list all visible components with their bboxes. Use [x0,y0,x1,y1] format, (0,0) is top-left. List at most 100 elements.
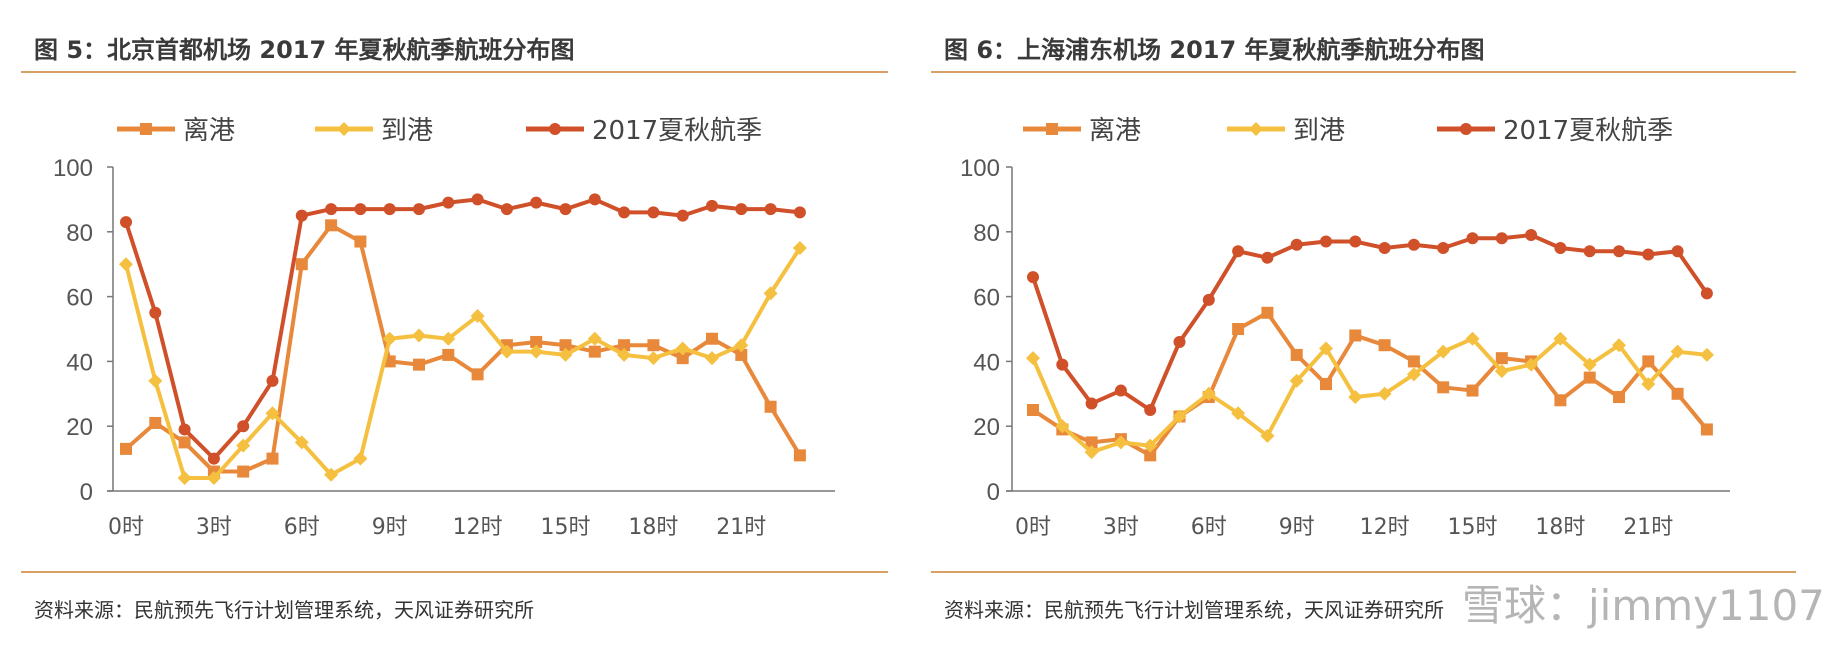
x-tick-label: 0时 [1015,515,1051,540]
data-point [1144,404,1157,416]
data-point [237,420,250,433]
data-point [1613,391,1625,404]
data-point [1172,409,1187,424]
legend-label: 到港 [1293,116,1345,146]
data-point [763,286,778,301]
data-point [1553,331,1568,346]
legend-item-depart: 离港 [1023,116,1141,146]
chart-title-shanghai: 图 6：上海浦东机场 2017 年夏秋航季航班分布图 [944,36,1485,64]
y-tick-label: 80 [973,220,1000,247]
x-tick-label: 18时 [1535,515,1585,540]
data-point [470,309,485,324]
data-point [1437,381,1450,394]
data-point [149,306,162,319]
data-point [442,196,455,209]
series-arrive [119,241,807,486]
data-point [1289,373,1304,388]
data-point [1055,419,1070,434]
y-tick-label: 0 [987,479,1000,506]
data-point [1027,271,1039,284]
data-point [1260,428,1275,443]
legend-label: 离港 [183,116,235,146]
data-point [529,344,544,359]
data-point [148,373,163,388]
data-point [177,471,192,486]
data-point [1320,378,1332,391]
legend-item-arrive: 到港 [1227,116,1345,146]
data-point [734,338,749,353]
y-tick-label: 100 [960,155,1000,182]
data-point [676,209,689,222]
data-point [1465,331,1480,346]
data-point [119,257,133,272]
title-divider-left [21,71,888,73]
legend-label: 2017夏秋航季 [592,116,762,146]
x-tick-label: 9时 [372,515,408,540]
series-season [120,193,806,465]
data-point [706,332,718,345]
data-point [559,339,572,352]
data-point [1085,397,1098,410]
data-point [1699,347,1714,362]
data-point [1671,387,1684,400]
data-point [1495,352,1508,365]
legend-item-depart: 离港 [117,116,235,146]
legend-label: 2017夏秋航季 [1503,116,1673,146]
data-point [793,449,806,462]
data-point [207,452,220,465]
legend-marker [337,122,351,136]
data-point [266,452,279,465]
data-point [120,442,132,455]
x-tick-label: 3时 [196,515,232,540]
data-point [618,339,631,352]
data-point [1554,394,1567,407]
series-line [1031,336,1708,455]
series-depart [1027,306,1713,462]
data-point [413,358,425,371]
x-tick-label: 3时 [1103,515,1139,540]
data-point [1670,344,1685,359]
data-point [1348,390,1363,405]
series-line [1031,310,1709,458]
legend-label: 离港 [1089,116,1141,146]
data-point [325,219,338,232]
data-point [1143,438,1158,453]
series-line [1031,233,1709,412]
legend-marker [1046,123,1058,135]
data-point [178,436,191,449]
legend-marker [140,123,152,135]
data-point [1349,235,1362,248]
data-point [1349,329,1362,342]
data-point [1641,377,1656,392]
data-point [1466,232,1479,245]
y-tick-label: 80 [66,220,93,247]
data-point [353,451,368,466]
data-point [764,400,777,413]
data-point [676,352,689,365]
data-point [1232,245,1245,258]
data-point [499,344,514,359]
series-arrive [1026,331,1714,460]
y-tick-label: 100 [53,155,93,182]
data-point [382,331,397,346]
title-divider-right [931,71,1796,73]
data-point [1232,323,1245,335]
data-point [295,258,308,271]
data-point [1201,386,1216,401]
data-point [735,348,748,361]
data-point [266,374,279,387]
data-point [558,347,573,362]
y-tick-label: 40 [973,349,1000,376]
data-point [617,347,632,362]
data-point [1583,371,1596,384]
y-tick-label: 0 [80,479,93,506]
data-point [1202,293,1215,306]
data-point [413,203,425,216]
data-point [675,341,690,356]
y-tick-label: 60 [973,285,1000,312]
data-point [1173,335,1186,348]
data-point [1290,348,1303,361]
data-point [1700,287,1713,300]
x-tick-label: 15时 [541,515,591,540]
